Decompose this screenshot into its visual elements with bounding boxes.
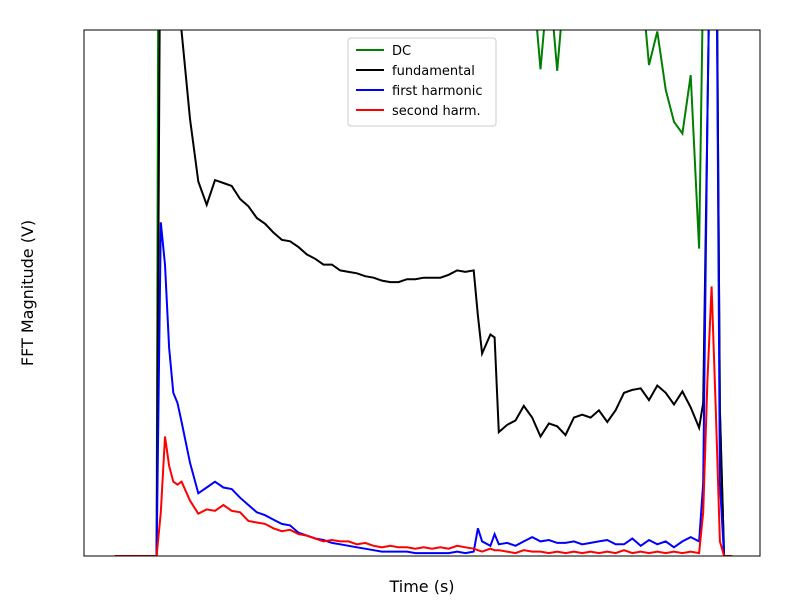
- legend-label: first harmonic: [392, 84, 482, 99]
- legend-label: fundamental: [392, 64, 475, 79]
- line: [114, 30, 733, 556]
- line: [114, 286, 733, 556]
- line: [114, 30, 733, 556]
- legend-label: second harm.: [392, 104, 481, 119]
- y-axis-label: FFT Magnitude (V): [18, 220, 37, 366]
- axes-frame: [83, 29, 761, 557]
- line: [114, 30, 733, 556]
- legend-box: [347, 37, 497, 127]
- plot-area: [114, 30, 733, 556]
- x-axis-label: Time (s): [388, 577, 454, 596]
- legend: DC fundamental first harmonic second harm.: [347, 37, 497, 127]
- legend-label: DC: [392, 44, 411, 59]
